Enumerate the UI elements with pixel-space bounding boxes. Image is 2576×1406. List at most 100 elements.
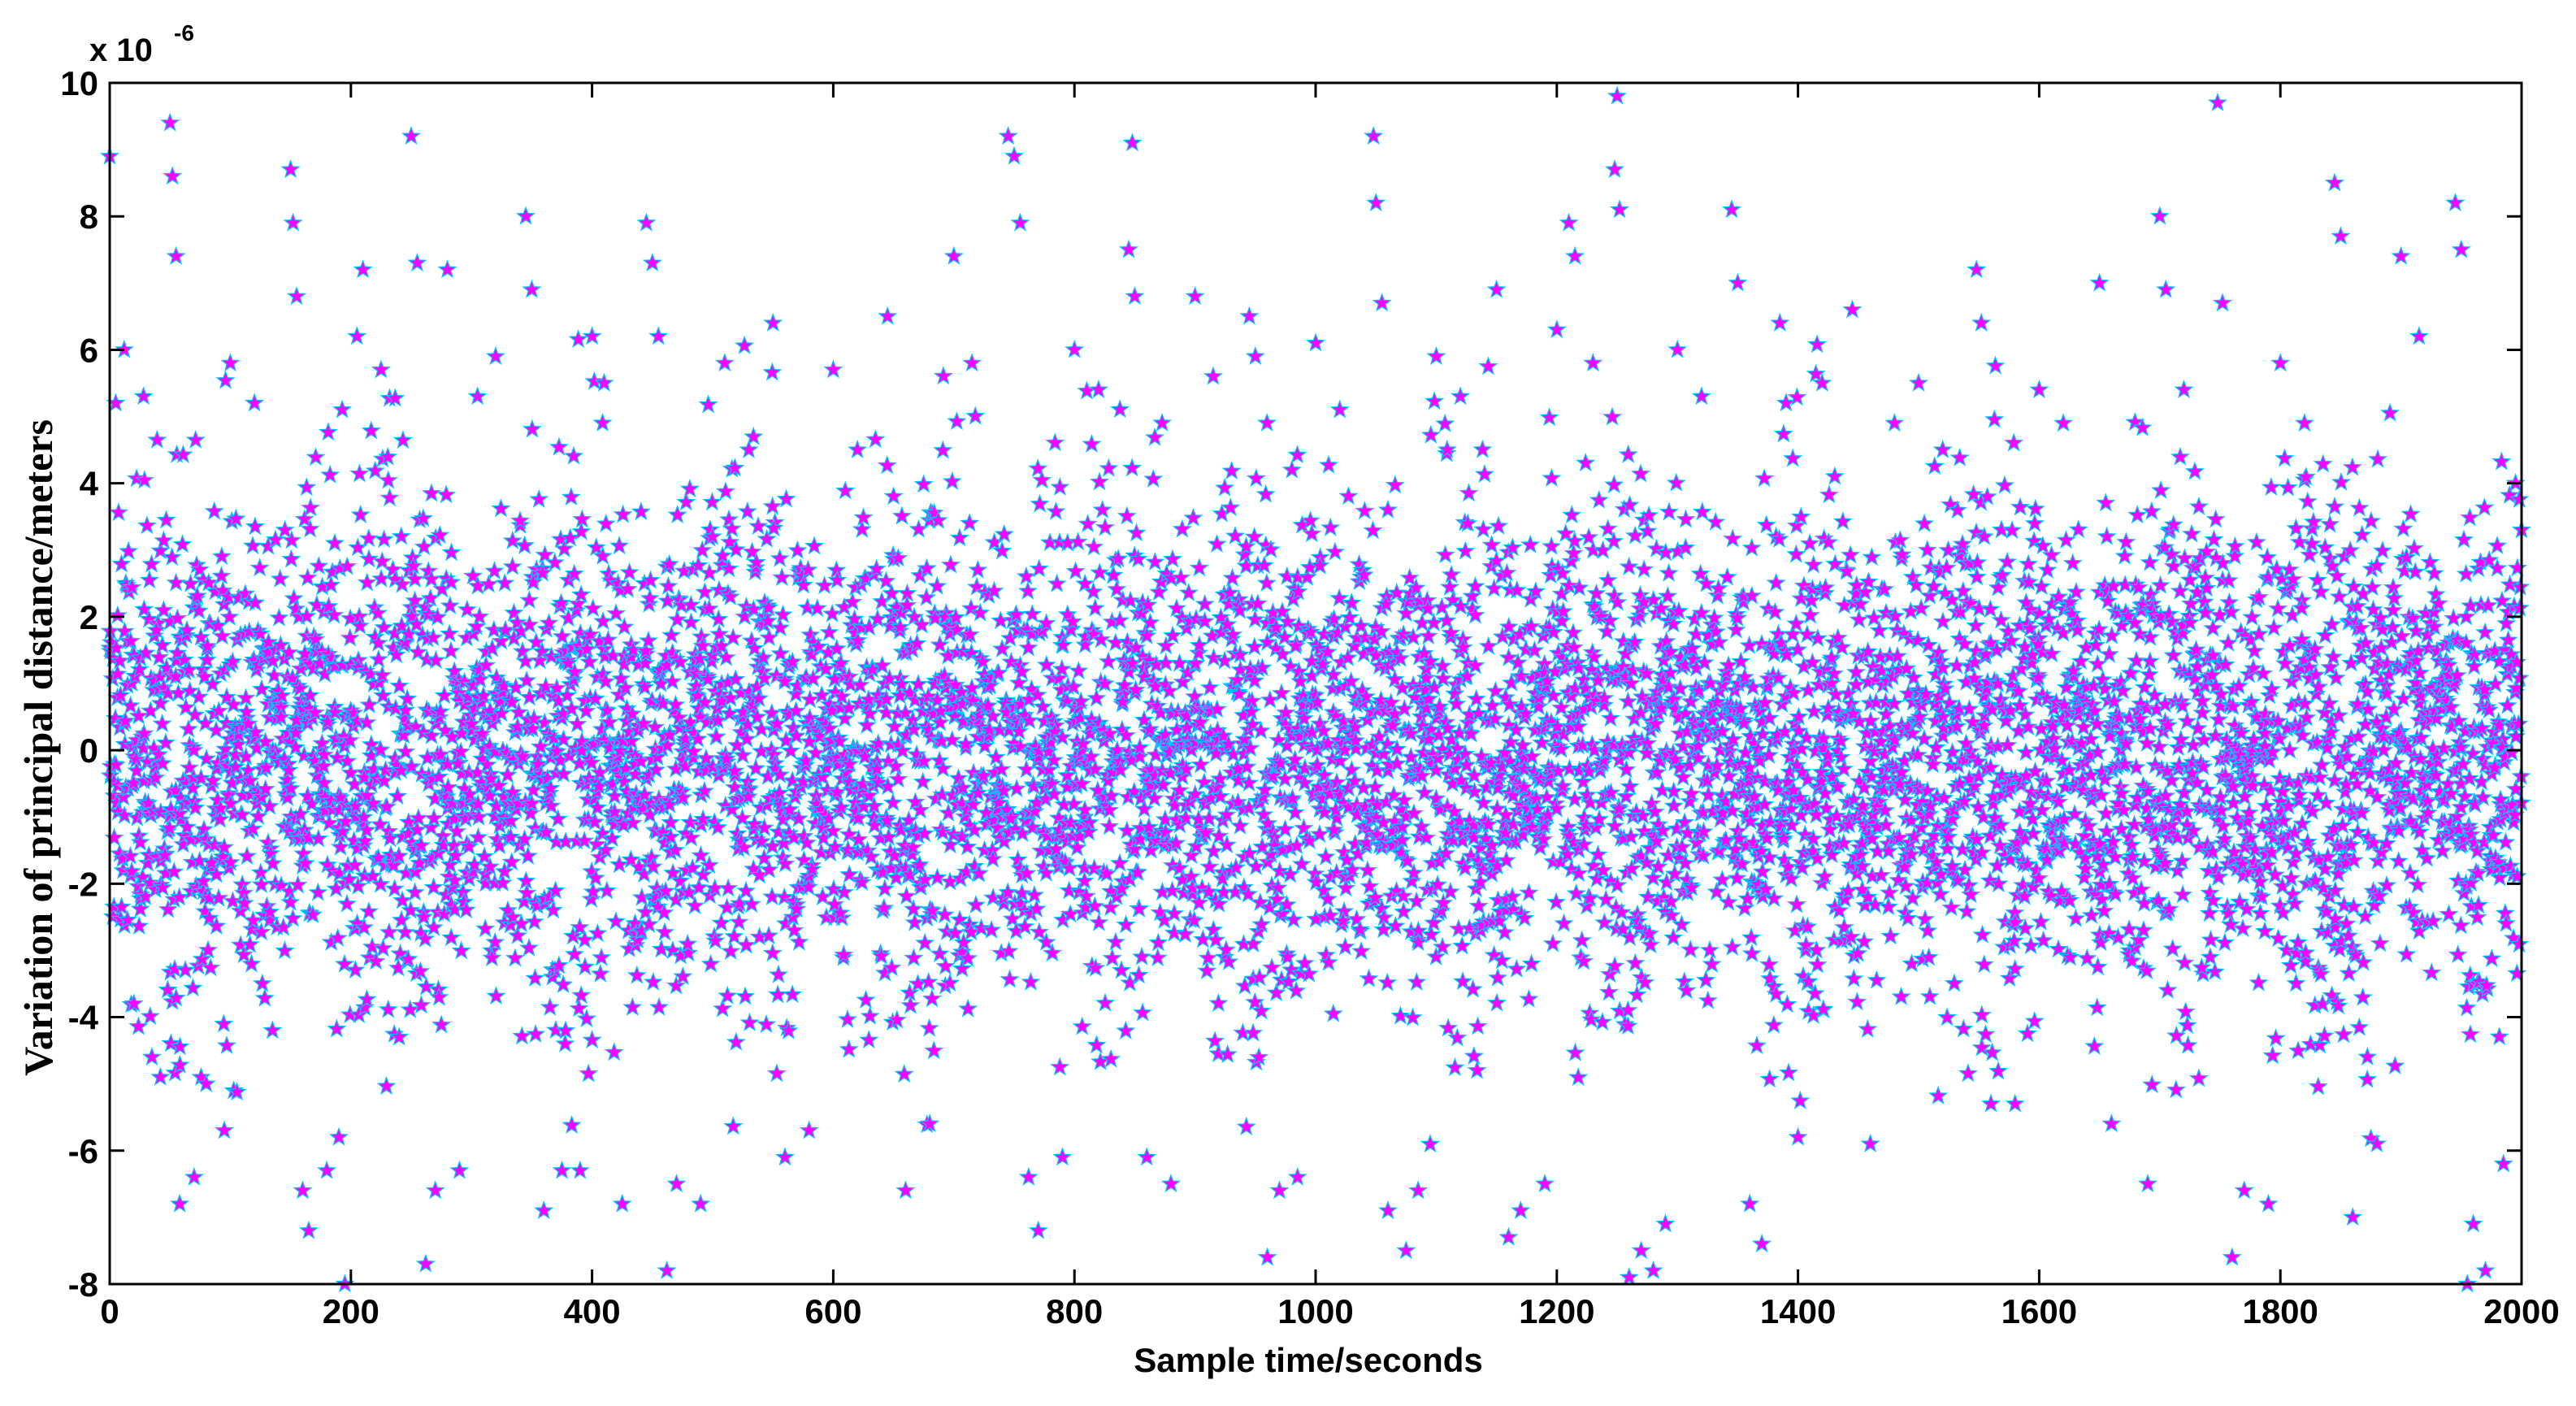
- data-point: [330, 787, 350, 806]
- data-point: [470, 606, 490, 626]
- data-point: [119, 540, 139, 560]
- data-point: [158, 979, 178, 999]
- data-point: [191, 627, 211, 646]
- data-point: [171, 809, 191, 829]
- data-point: [327, 748, 348, 767]
- data-point: [421, 483, 442, 502]
- data-point: [423, 627, 444, 647]
- data-point: [357, 785, 377, 805]
- data-point: [245, 722, 266, 741]
- data-point: [462, 714, 482, 733]
- data-points: [99, 85, 2532, 1293]
- data-point: [373, 938, 393, 957]
- data-point: [185, 705, 206, 724]
- data-point: [149, 744, 169, 763]
- data-point: [357, 572, 377, 592]
- data-point: [374, 617, 394, 636]
- data-point: [373, 685, 393, 705]
- data-point: [345, 855, 365, 874]
- data-point: [463, 861, 484, 881]
- data-point: [228, 734, 248, 753]
- data-point: [129, 915, 150, 935]
- data-point: [371, 874, 391, 893]
- data-point: [113, 787, 133, 806]
- data-point: [174, 649, 194, 669]
- data-point: [110, 650, 130, 670]
- data-point: [456, 900, 476, 919]
- data-point: [421, 725, 442, 744]
- data-point: [324, 605, 345, 624]
- data-point: [383, 559, 403, 579]
- data-point: [216, 713, 236, 732]
- data-point: [288, 874, 308, 894]
- data-point: [189, 559, 210, 579]
- data-point: [139, 609, 159, 628]
- data-point: [413, 722, 434, 741]
- data-point: [226, 508, 246, 527]
- data-point: [357, 989, 377, 1009]
- data-point: [482, 948, 502, 967]
- data-point: [185, 797, 206, 817]
- data-point: [111, 553, 132, 573]
- data-point: [431, 744, 451, 764]
- data-point: [388, 786, 408, 805]
- data-point: [403, 556, 423, 575]
- data-point: [170, 803, 190, 822]
- data-point: [391, 909, 412, 929]
- data-point: [388, 845, 409, 865]
- data-point: [129, 659, 150, 679]
- data-point: [164, 958, 185, 978]
- data-point: [330, 836, 350, 856]
- data-point: [147, 429, 167, 449]
- data-point: [150, 692, 171, 712]
- data-point: [441, 927, 462, 947]
- data-point: [441, 571, 462, 591]
- data-point: [395, 741, 416, 761]
- data-point: [466, 616, 487, 636]
- data-point: [411, 995, 432, 1014]
- data-point: [281, 549, 301, 568]
- data-point: [497, 764, 518, 783]
- data-point: [122, 577, 142, 597]
- data-point: [410, 961, 431, 980]
- data-point: [372, 551, 392, 571]
- data-point: [300, 685, 320, 705]
- data-point: [193, 870, 214, 890]
- data-point: [284, 588, 304, 607]
- data-point: [270, 568, 290, 588]
- data-point: [107, 663, 128, 683]
- data-point: [280, 778, 301, 797]
- data-point: [189, 850, 210, 870]
- data-point: [430, 701, 450, 721]
- data-point: [166, 987, 186, 1007]
- data-point: [264, 665, 284, 684]
- data-point: [485, 931, 505, 951]
- data-point: [405, 590, 425, 610]
- data-point: [191, 768, 211, 788]
- data-point: [447, 821, 467, 840]
- data-point: [293, 843, 314, 862]
- data-point: [238, 714, 258, 733]
- data-point: [242, 918, 262, 938]
- data-point: [332, 821, 353, 840]
- data-point: [475, 918, 496, 938]
- data-point: [476, 655, 497, 675]
- data-point: [161, 1033, 181, 1052]
- data-point: [178, 718, 198, 738]
- data-point: [189, 686, 209, 705]
- data-point: [294, 509, 314, 528]
- data-point: [407, 819, 427, 839]
- data-point: [357, 819, 377, 839]
- data-point: [414, 906, 434, 926]
- data-point: [337, 751, 358, 770]
- data-point: [314, 744, 334, 764]
- data-point: [240, 934, 260, 953]
- data-point: [184, 740, 204, 759]
- data-point: [423, 877, 444, 896]
- data-point: [196, 749, 217, 768]
- data-point: [401, 606, 422, 626]
- data-point: [470, 669, 490, 688]
- data-point: [395, 922, 415, 941]
- data-point: [491, 631, 511, 650]
